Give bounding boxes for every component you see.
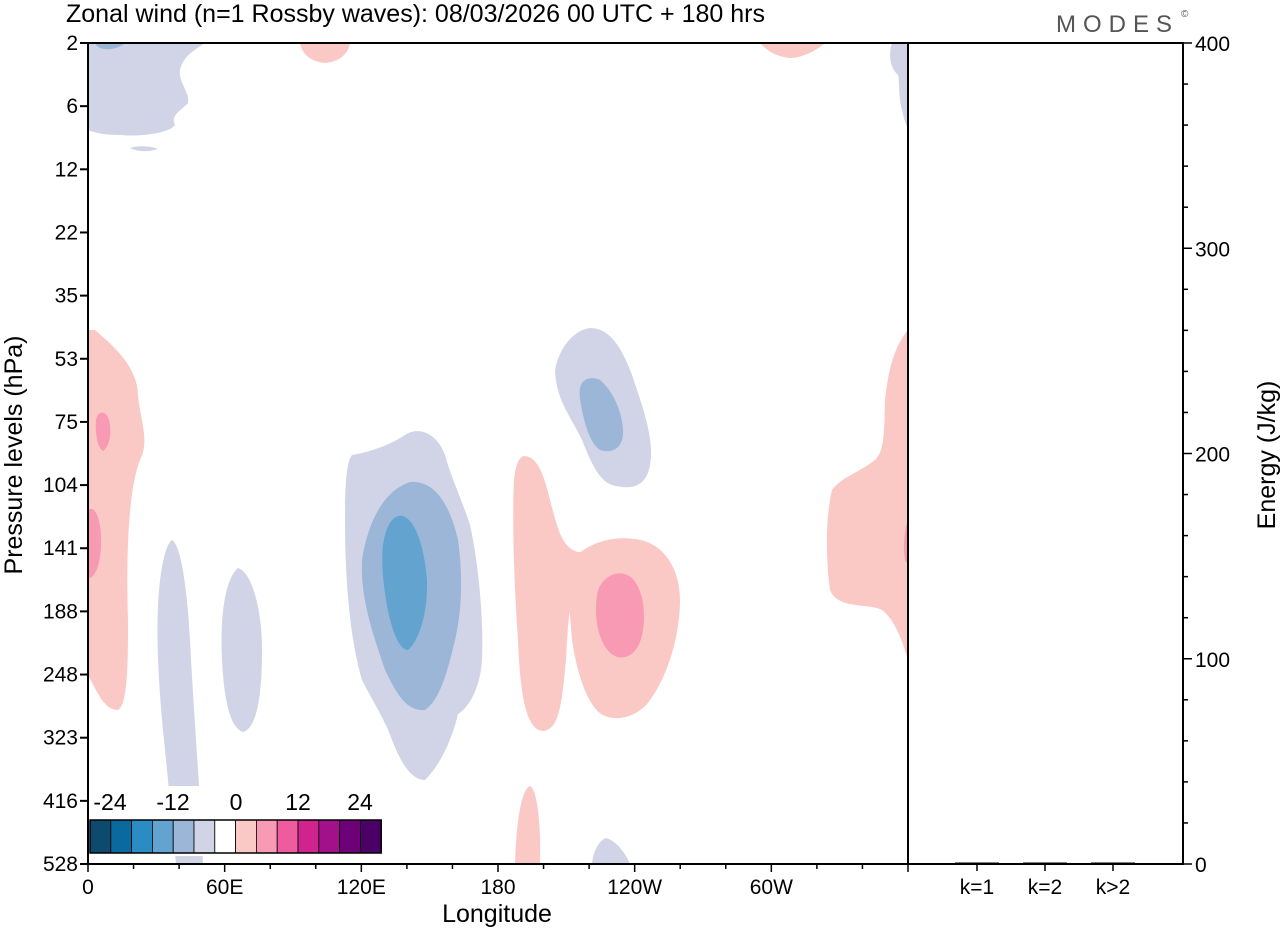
- colorbar-swatch: [110, 819, 133, 854]
- left-axis: 2 6 12 22 35 53 75 104 141 188 248 323 416 528: [43, 32, 88, 876]
- x-axis-label: Longitude: [442, 900, 552, 928]
- plot-background: [88, 43, 908, 864]
- y-tick-label: 2: [66, 32, 78, 55]
- contour-pos-left-core-141: [88, 508, 102, 578]
- y-tick-label: 141: [43, 537, 78, 560]
- colorbar-swatch: [255, 819, 278, 854]
- energy-tick-label: 200: [1195, 444, 1230, 467]
- y-tick-label: 323: [43, 727, 78, 750]
- contour-pos-right-edge: [826, 330, 908, 660]
- y-tick-label: 248: [43, 664, 78, 687]
- colorbar-label: 0: [230, 789, 243, 815]
- logo-mark: ©: [1181, 9, 1189, 20]
- y-tick-label: 53: [55, 348, 78, 371]
- energy-bars: k=1 k=2 k>2: [955, 862, 1135, 899]
- energy-panel: k=1 k=2 k>2 0 100 200 300 400: [907, 33, 1230, 899]
- x-tick-label: 120E: [337, 876, 386, 899]
- energy-category-label: k>2: [1096, 876, 1130, 899]
- energy-category-label: k=2: [1028, 876, 1062, 899]
- colorbar-label: -24: [93, 789, 126, 815]
- contour-neg-upper-core: [579, 378, 624, 452]
- contour-neg-top-left: [88, 43, 205, 136]
- energy-tick-label: 300: [1195, 238, 1230, 261]
- colorbar-swatch: [318, 819, 340, 854]
- x-tick-label: 120W: [607, 876, 662, 899]
- bottom-axis: 0 60E 120E 180 120W 60W: [82, 864, 909, 899]
- colorbar-swatch: [214, 819, 237, 854]
- energy-tick-label: 400: [1195, 33, 1230, 56]
- contour-neg-column-65E: [221, 568, 262, 732]
- contour-pos-top-125E: [300, 43, 350, 63]
- contour-neg-bottom-120W: [592, 838, 630, 864]
- contour-pos-left-core-75: [95, 412, 111, 451]
- colorbar-label: 24: [347, 789, 373, 815]
- colorbar-swatch: [172, 819, 195, 854]
- x-tick-label: 0: [82, 876, 94, 899]
- colorbar-swatch: [276, 819, 299, 854]
- contour-neg-top-left-corner: [95, 43, 125, 50]
- colorbar-swatch: [359, 819, 382, 854]
- y-tick-label: 35: [55, 285, 78, 308]
- contour-neg-top-left-blob: [130, 146, 158, 152]
- colorbar-frame: [89, 819, 382, 854]
- energy-category-label: k=1: [960, 876, 994, 899]
- contour-pos-115W-core: [596, 573, 644, 658]
- colorbar-swatch: [151, 819, 174, 854]
- colorbar-swatch: [339, 819, 361, 854]
- contour-neg-right-top: [890, 43, 908, 128]
- colorbar: -24 -12 0 12 24: [88, 786, 384, 856]
- y-tick-label: 75: [55, 411, 78, 434]
- x-tick-label: 180: [480, 876, 515, 899]
- x-tick-label: 60W: [750, 876, 793, 899]
- colorbar-swatch: [131, 819, 153, 854]
- chart-title: Zonal wind (n=1 Rossby waves): 08/03/202…: [66, 0, 765, 28]
- y-tick-label: 12: [55, 158, 78, 181]
- energy-panel-frame: [907, 42, 1184, 865]
- contour-pos-bottom-180: [515, 786, 541, 864]
- energy-bar: [1091, 862, 1135, 864]
- energy-axis-label: Energy (J/kg): [1253, 381, 1280, 530]
- right-axis: 0 100 200 300 400: [1183, 33, 1230, 877]
- colorbar-swatch: [193, 819, 216, 854]
- y-tick-label: 416: [43, 790, 78, 813]
- contour-neg-dipole-core: [382, 515, 428, 650]
- contour-pos-top-50W: [760, 43, 825, 58]
- colorbar-swatch: [235, 819, 257, 854]
- contour-neg-column-40E: [157, 540, 203, 864]
- energy-tick-label: 100: [1195, 649, 1230, 672]
- colorbar-label: -12: [156, 789, 189, 815]
- contour-pos-180-column: [513, 456, 595, 731]
- y-axis-label: Pressure levels (hPa): [0, 336, 28, 575]
- x-tick-label: 60E: [206, 876, 243, 899]
- colorbar-label: 12: [285, 789, 311, 815]
- y-tick-label: 104: [43, 474, 78, 497]
- y-tick-label: 188: [43, 600, 78, 623]
- modes-logo: MODES: [1056, 11, 1179, 38]
- energy-bar: [955, 862, 999, 864]
- colorbar-swatch: [89, 819, 112, 854]
- contour-plot: [88, 43, 908, 864]
- y-tick-label: 528: [43, 853, 78, 876]
- colorbar-swatch: [297, 819, 320, 854]
- y-tick-label: 6: [66, 95, 78, 118]
- y-tick-label: 22: [55, 221, 78, 244]
- energy-tick-label: 0: [1195, 854, 1207, 877]
- energy-bar: [1023, 862, 1067, 864]
